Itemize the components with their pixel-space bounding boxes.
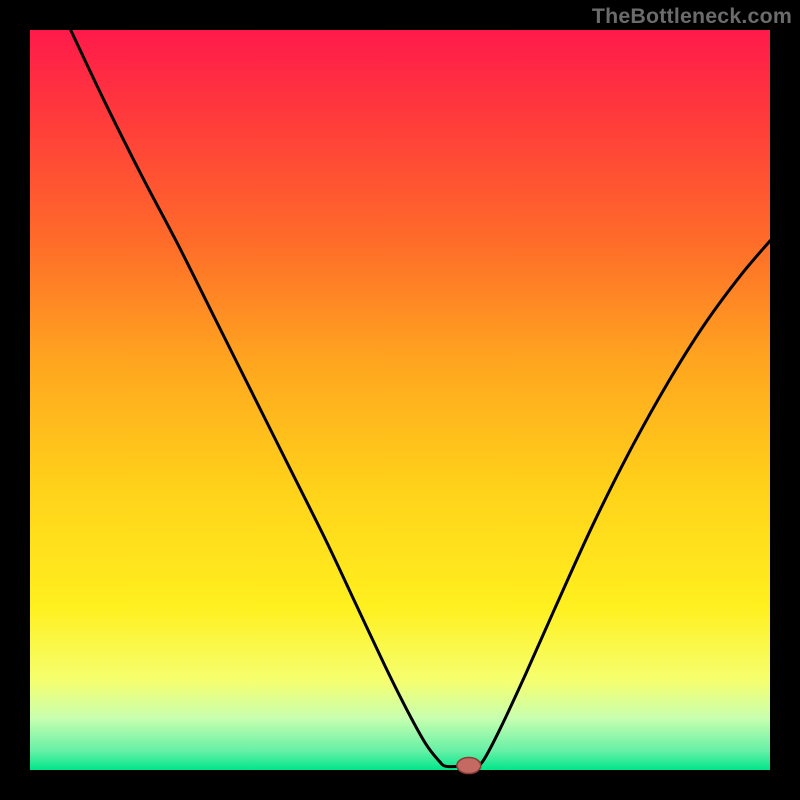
chart-stage: TheBottleneck.com (0, 0, 800, 800)
bottleneck-chart (0, 0, 800, 800)
watermark-text: TheBottleneck.com (592, 4, 792, 29)
min-marker (457, 758, 481, 774)
